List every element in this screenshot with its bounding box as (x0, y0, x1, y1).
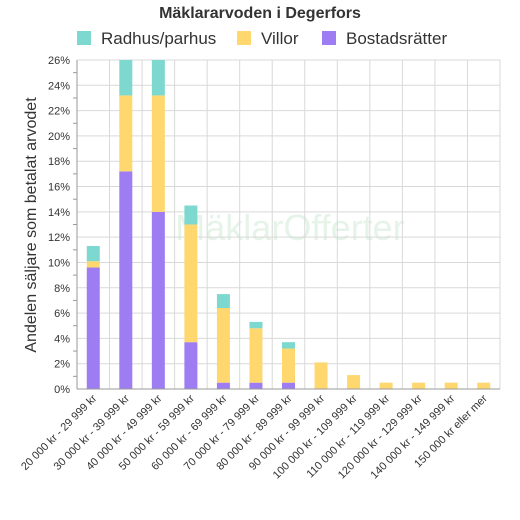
bar-2-series-1[interactable] (151, 95, 165, 212)
watermark-logo: MäklarOfferter (175, 207, 404, 248)
bar-11-series-1[interactable] (444, 382, 458, 389)
legend: Radhus/parhus Villor Bostadsrätter (77, 29, 447, 48)
chart-title: Mäklararvoden i Degerfors (159, 5, 361, 22)
bar-4-series-2[interactable] (216, 294, 230, 309)
bar-3-series-2[interactable] (184, 205, 198, 225)
bar-3-series-0[interactable] (184, 342, 198, 389)
bar-2-series-0[interactable] (151, 211, 165, 389)
bar-6-series-2[interactable] (282, 342, 295, 349)
bar-5-series-2[interactable] (249, 321, 263, 329)
y-tick-label: 18% (48, 156, 70, 168)
y-tick-label: 24% (48, 80, 70, 92)
y-axis-label: Andelen säljare som betalat arvodet (23, 97, 40, 353)
bar-6-series-0[interactable] (282, 382, 295, 389)
y-tick-label: 0% (54, 384, 70, 396)
legend-swatch-1[interactable] (237, 31, 251, 45)
bar-2-series-2[interactable] (151, 60, 165, 96)
bar-5-series-1[interactable] (249, 328, 263, 383)
bar-1-series-0[interactable] (119, 171, 133, 389)
y-tick-label: 16% (48, 182, 70, 194)
bars (86, 60, 491, 389)
y-tick-label: 12% (48, 232, 70, 244)
bar-7-series-1[interactable] (314, 362, 328, 389)
y-tick-label: 20% (48, 131, 70, 143)
bar-5-series-0[interactable] (249, 382, 263, 389)
legend-swatch-2[interactable] (322, 31, 336, 45)
bar-4-series-0[interactable] (216, 382, 230, 389)
legend-label-0[interactable]: Radhus/parhus (101, 29, 216, 48)
y-tick-label: 4% (54, 333, 70, 345)
bar-4-series-1[interactable] (216, 308, 230, 383)
bar-8-series-1[interactable] (347, 375, 361, 389)
bar-6-series-1[interactable] (282, 348, 295, 383)
bar-0-series-1[interactable] (86, 261, 100, 268)
y-tick-labels: 0% 2% 4% 6% 8% 10% 12% 14% 16% 18% 20% 22% 24% 26% (48, 55, 77, 396)
bar-0-series-2[interactable] (86, 246, 100, 262)
y-tick-label: 26% (48, 55, 70, 67)
bar-9-series-1[interactable] (379, 382, 393, 389)
y-tick-label: 2% (54, 359, 70, 371)
legend-label-1[interactable]: Villor (261, 29, 299, 48)
bar-1-series-2[interactable] (119, 60, 133, 96)
y-tick-label: 6% (54, 308, 70, 320)
bar-3-series-1[interactable] (184, 224, 198, 343)
y-tick-label: 10% (48, 257, 70, 269)
bar-10-series-1[interactable] (412, 382, 426, 389)
y-tick-label: 8% (54, 283, 70, 295)
legend-swatch-0[interactable] (77, 31, 91, 45)
bar-0-series-0[interactable] (86, 267, 100, 389)
y-tick-label: 22% (48, 106, 70, 118)
y-tick-label: 14% (48, 207, 70, 219)
legend-label-2[interactable]: Bostadsrätter (346, 29, 447, 48)
bar-1-series-1[interactable] (119, 95, 133, 172)
bar-12-series-1[interactable] (477, 382, 491, 389)
